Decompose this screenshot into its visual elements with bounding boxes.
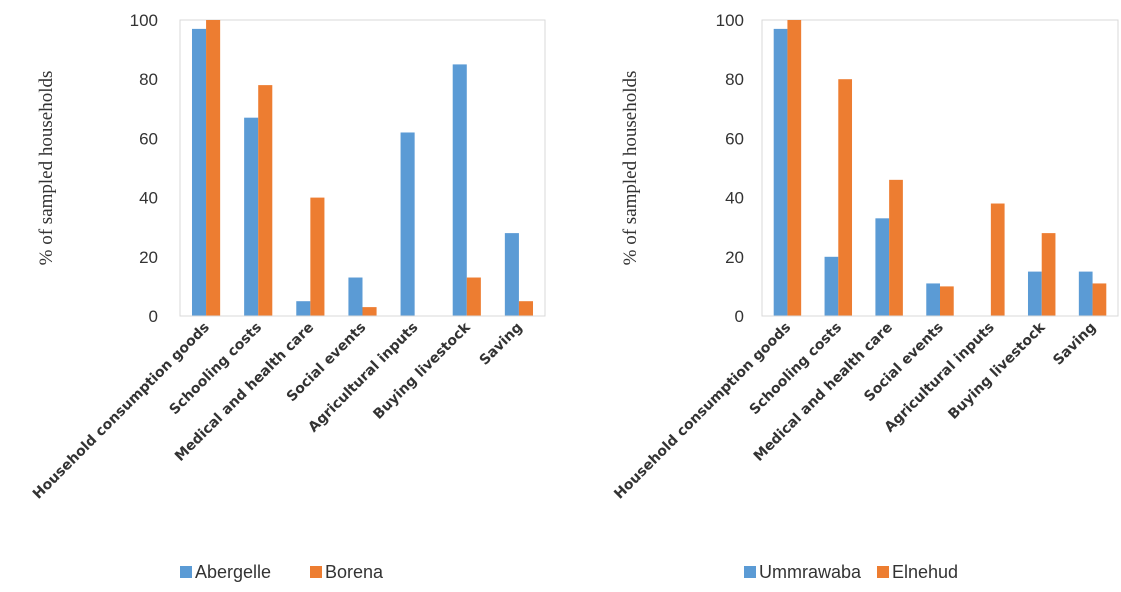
y-tick-label: 100 xyxy=(130,11,158,30)
y-tick-label: 60 xyxy=(725,129,744,148)
bar-ummrawaba-6 xyxy=(1078,271,1093,316)
bar-elnehud-0 xyxy=(787,20,802,316)
bar-borena-6 xyxy=(518,301,534,316)
y-tick-label: 80 xyxy=(139,70,158,89)
x-category-label: Saving xyxy=(1050,320,1099,369)
bar-elnehud-1 xyxy=(838,79,853,316)
bar-borena-3 xyxy=(362,307,377,316)
bar-abergelle-6 xyxy=(504,233,519,316)
bar-borena-2 xyxy=(310,197,325,316)
bar-abergelle-4 xyxy=(400,132,415,316)
plot-area xyxy=(761,19,1119,317)
bar-abergelle-5 xyxy=(452,64,467,317)
legend-label-elnehud: Elnehud xyxy=(892,562,958,582)
x-category-label: Saving xyxy=(477,320,526,369)
x-category-label: Schooling costs xyxy=(167,320,266,419)
bar-ummrawaba-0 xyxy=(773,28,788,316)
x-category-label: Buying livestock xyxy=(945,319,1049,423)
legend-swatch-elnehud xyxy=(877,566,889,578)
y-tick-label: 20 xyxy=(725,248,744,267)
x-category-label: Buying livestock xyxy=(370,319,474,423)
y-tick-label: 40 xyxy=(725,189,744,208)
y-axis-label: % of sampled households xyxy=(36,71,57,266)
legend-label-ummrawaba: Ummrawaba xyxy=(759,562,862,582)
bar-elnehud-4 xyxy=(990,203,1005,316)
y-tick-label: 60 xyxy=(139,129,158,148)
bar-elnehud-5 xyxy=(1041,233,1056,316)
y-axis-label: % of sampled households xyxy=(620,71,641,266)
bar-ummrawaba-3 xyxy=(926,283,940,316)
y-tick-label: 20 xyxy=(139,248,158,267)
bar-abergelle-2 xyxy=(296,301,311,316)
chart-right: 0 20 40 60 80 100 % of sampled households House… xyxy=(611,11,1119,582)
bar-elnehud-6 xyxy=(1092,283,1107,316)
bar-ummrawaba-1 xyxy=(824,256,839,316)
y-tick-label: 0 xyxy=(735,307,744,326)
legend-swatch-borena xyxy=(310,566,322,578)
bar-abergelle-1 xyxy=(244,117,259,317)
bar-ummrawaba-5 xyxy=(1027,271,1042,316)
x-category-label: Household consumption goods xyxy=(611,320,794,503)
legend-label-abergelle: Abergelle xyxy=(195,562,271,582)
bar-abergelle-3 xyxy=(348,277,363,316)
bar-elnehud-2 xyxy=(889,179,903,316)
legend-swatch-ummrawaba xyxy=(744,566,756,578)
y-tick-label: 100 xyxy=(716,11,744,30)
bar-borena-5 xyxy=(466,277,481,316)
y-tick-label: 40 xyxy=(139,189,158,208)
bar-borena-0 xyxy=(206,20,221,316)
bar-ummrawaba-2 xyxy=(875,218,890,316)
legend-label-borena: Borena xyxy=(325,562,384,582)
bar-borena-1 xyxy=(258,85,273,317)
chart-left: 0 20 40 60 80 100 % of sampled households House… xyxy=(30,11,546,582)
legend-swatch-abergelle xyxy=(180,566,192,578)
bar-elnehud-3 xyxy=(940,286,954,316)
plot-area xyxy=(179,19,546,317)
x-category-label: Household consumption goods xyxy=(30,320,213,503)
bar-abergelle-0 xyxy=(191,28,207,316)
y-tick-label: 80 xyxy=(725,70,744,89)
y-tick-label: 0 xyxy=(149,307,158,326)
x-category-label: Schooling costs xyxy=(747,320,846,419)
